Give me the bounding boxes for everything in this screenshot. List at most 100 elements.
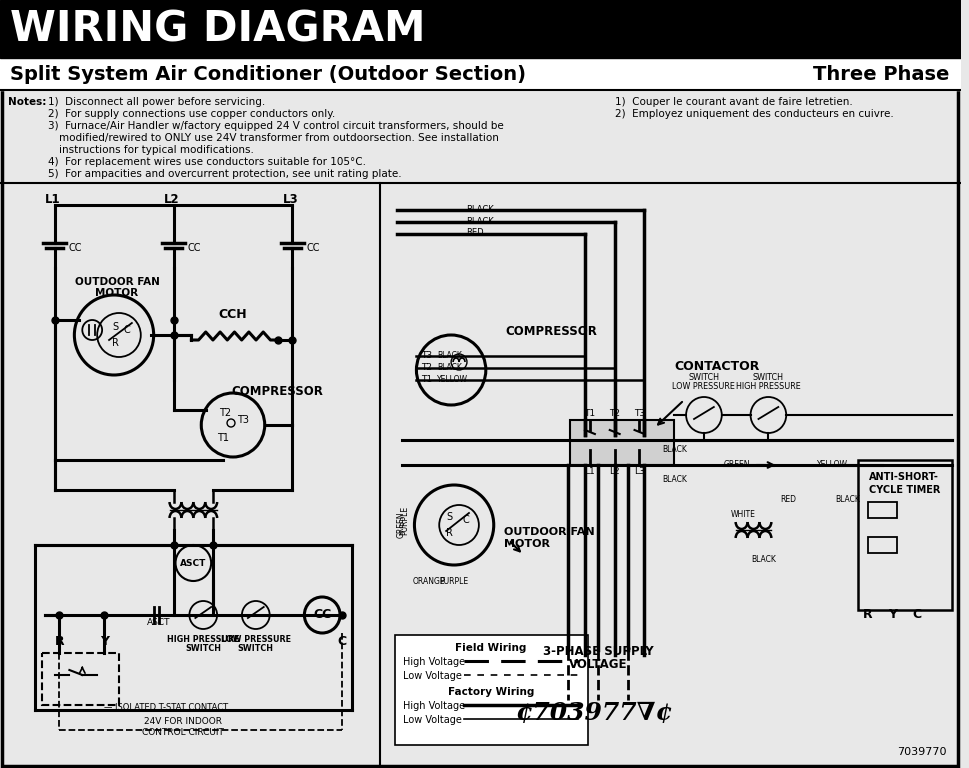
Text: Split System Air Conditioner (Outdoor Section): Split System Air Conditioner (Outdoor Se… — [10, 65, 526, 84]
Text: OUTDOOR FAN: OUTDOOR FAN — [504, 527, 594, 537]
Text: 1)  Disconnect all power before servicing.: 1) Disconnect all power before servicing… — [47, 97, 265, 107]
Text: L1: L1 — [45, 193, 60, 206]
Text: 4)  For replacement wires use conductors suitable for 105°C.: 4) For replacement wires use conductors … — [47, 157, 365, 167]
Text: Field Wiring: Field Wiring — [455, 643, 526, 653]
Bar — [42, 653, 119, 705]
Text: Y: Y — [100, 635, 109, 648]
Text: CC: CC — [187, 243, 201, 253]
Text: CONTROL CIRCUIT: CONTROL CIRCUIT — [142, 728, 225, 737]
Bar — [0, 0, 960, 58]
Text: CC: CC — [313, 608, 331, 621]
Text: CYCLE TIMER: CYCLE TIMER — [868, 485, 940, 495]
Text: modified/rewired to ONLY use 24V transformer from outdoorsection. See installati: modified/rewired to ONLY use 24V transfo… — [59, 133, 499, 143]
Text: C: C — [462, 515, 469, 525]
Text: CCH: CCH — [219, 308, 247, 321]
Text: C: C — [123, 325, 130, 335]
Text: 3)  Furnace/Air Handler w/factory equipped 24 V control circuit transformers, sh: 3) Furnace/Air Handler w/factory equippe… — [47, 121, 503, 131]
Text: LOW PRESSURE: LOW PRESSURE — [221, 635, 291, 644]
Text: 2)  For supply connections use copper conductors only.: 2) For supply connections use copper con… — [47, 109, 335, 119]
Text: ANTI-SHORT-: ANTI-SHORT- — [869, 472, 939, 482]
Text: ORANGE: ORANGE — [413, 577, 446, 586]
Text: Factory Wiring: Factory Wiring — [448, 687, 534, 697]
Text: WHITE: WHITE — [732, 510, 756, 519]
Text: GREEN: GREEN — [397, 511, 406, 538]
Text: CC: CC — [69, 243, 82, 253]
Text: 5)  For ampacities and overcurrent protection, see unit rating plate.: 5) For ampacities and overcurrent protec… — [47, 169, 401, 179]
Text: BLACK: BLACK — [835, 495, 860, 504]
Text: YELLOW: YELLOW — [817, 460, 848, 469]
Text: LOW PRESSURE: LOW PRESSURE — [672, 382, 735, 391]
Text: T3: T3 — [634, 409, 645, 418]
Text: 3-PHASE SUPPLY: 3-PHASE SUPPLY — [543, 645, 653, 658]
Text: 24V FOR INDOOR: 24V FOR INDOOR — [144, 717, 223, 726]
Text: CONTACTOR: CONTACTOR — [674, 360, 760, 373]
Text: Low Voltage: Low Voltage — [402, 715, 461, 725]
Text: — ISOLATED T-STAT CONTACT: — ISOLATED T-STAT CONTACT — [104, 703, 229, 712]
Text: GREEN: GREEN — [724, 460, 750, 469]
Bar — [867, 537, 897, 553]
Text: MOTOR: MOTOR — [95, 288, 139, 298]
Text: ¢703977∇¢: ¢703977∇¢ — [516, 701, 673, 725]
Text: R: R — [862, 608, 872, 621]
Text: Low Voltage: Low Voltage — [402, 671, 461, 681]
Bar — [0, 58, 960, 90]
Text: COMPRESSOR: COMPRESSOR — [506, 325, 598, 338]
Text: VOLTAGE: VOLTAGE — [569, 658, 627, 671]
Text: T3: T3 — [422, 352, 432, 360]
Text: SWITCH: SWITCH — [185, 644, 221, 653]
Text: High Voltage: High Voltage — [402, 701, 465, 711]
Text: BLACK: BLACK — [466, 205, 494, 214]
Text: YELLOW: YELLOW — [437, 376, 468, 385]
Text: BLACK: BLACK — [437, 363, 462, 372]
Text: R: R — [446, 528, 453, 538]
Text: Y: Y — [888, 608, 897, 621]
Text: L2: L2 — [610, 467, 620, 476]
Text: SWITCH: SWITCH — [753, 373, 784, 382]
Text: Three Phase: Three Phase — [813, 65, 950, 84]
Bar — [570, 420, 674, 465]
Text: CC: CC — [306, 243, 320, 253]
Text: L3: L3 — [283, 193, 298, 206]
Text: R: R — [111, 338, 118, 348]
Text: T2: T2 — [422, 363, 432, 372]
Text: T1: T1 — [584, 409, 596, 418]
Text: BLACK: BLACK — [751, 555, 776, 564]
Text: 2)  Employez uniquement des conducteurs en cuivre.: 2) Employez uniquement des conducteurs e… — [614, 109, 893, 119]
Text: OUTDOOR FAN: OUTDOOR FAN — [75, 277, 160, 287]
Text: T1: T1 — [217, 433, 229, 443]
Text: T3: T3 — [236, 415, 249, 425]
Text: C: C — [337, 635, 347, 648]
Text: BLACK: BLACK — [437, 352, 462, 360]
Text: High Voltage: High Voltage — [402, 657, 465, 667]
Bar — [394, 635, 588, 745]
Text: R: R — [54, 635, 64, 648]
Text: RED: RED — [780, 495, 797, 504]
Text: ASCT: ASCT — [146, 618, 171, 627]
Text: SWITCH: SWITCH — [688, 373, 719, 382]
Text: L2: L2 — [164, 193, 179, 206]
Text: HIGH PRESSURE: HIGH PRESSURE — [167, 635, 239, 644]
Text: BLACK: BLACK — [662, 475, 687, 484]
Text: 7039770: 7039770 — [897, 747, 947, 757]
Text: L1: L1 — [584, 467, 595, 476]
Text: T1: T1 — [422, 376, 432, 385]
Text: SWITCH: SWITCH — [237, 644, 274, 653]
Text: COMPRESSOR: COMPRESSOR — [232, 385, 324, 398]
Text: BLACK: BLACK — [662, 445, 687, 454]
Bar — [867, 502, 897, 518]
Text: WIRING DIAGRAM: WIRING DIAGRAM — [10, 8, 425, 50]
Text: BLACK: BLACK — [466, 217, 494, 226]
Text: ASCT: ASCT — [180, 558, 206, 568]
Text: PURPLE: PURPLE — [440, 577, 469, 586]
Text: Notes:: Notes: — [8, 97, 47, 107]
Text: instructions for typical modifications.: instructions for typical modifications. — [59, 145, 255, 155]
Bar — [858, 460, 952, 610]
Text: RED: RED — [466, 228, 484, 237]
Text: T2: T2 — [219, 408, 232, 418]
Text: HIGH PRESSURE: HIGH PRESSURE — [736, 382, 800, 391]
Text: MOTOR: MOTOR — [504, 539, 549, 549]
Text: 1)  Couper le courant avant de faire letretien.: 1) Couper le courant avant de faire letr… — [614, 97, 853, 107]
Text: T2: T2 — [610, 409, 620, 418]
Text: PURPLE: PURPLE — [400, 505, 409, 535]
Text: C: C — [913, 608, 922, 621]
